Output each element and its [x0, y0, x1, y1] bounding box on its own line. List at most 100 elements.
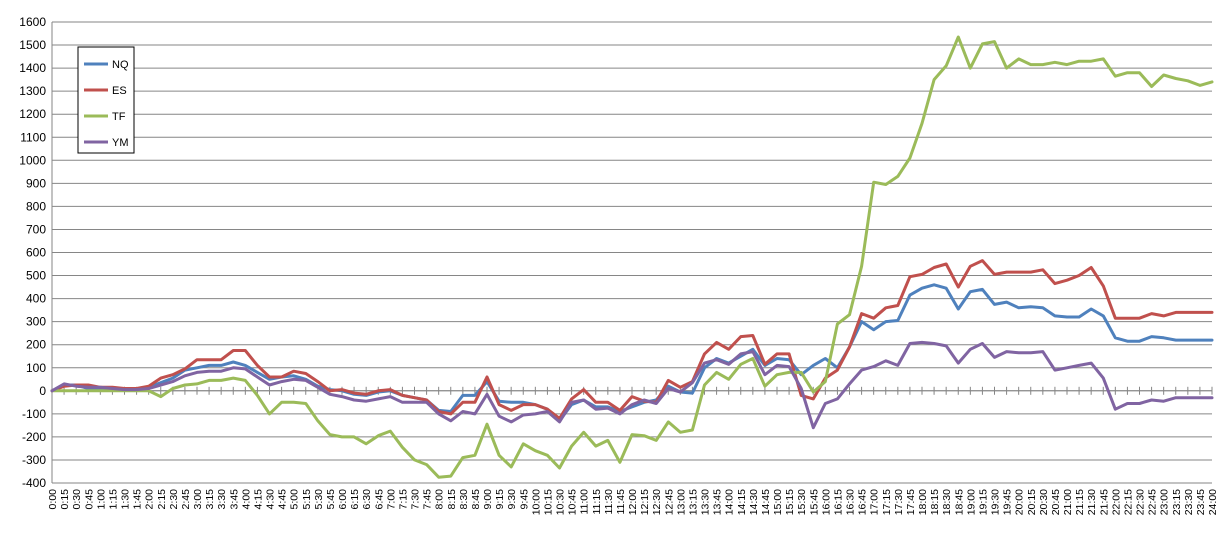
- x-tick-label: 9:30: [506, 489, 518, 510]
- x-tick-label: 20:15: [1026, 489, 1038, 515]
- x-tick-label: 11:30: [603, 489, 615, 515]
- x-tick-label: 20:45: [1050, 489, 1062, 515]
- x-tick-label: 1:45: [132, 489, 144, 510]
- x-tick-label: 20:00: [1014, 489, 1026, 515]
- x-tick-label: 23:45: [1195, 489, 1207, 515]
- series-line-nq: [50, 283, 1214, 423]
- y-tick-label: 500: [26, 269, 46, 283]
- x-tick-label: 3:30: [216, 489, 228, 510]
- x-tick-label: 19:45: [1002, 489, 1014, 515]
- series-line-tf: [50, 35, 1214, 479]
- x-tick-label: 3:15: [204, 489, 216, 510]
- x-tick-label: 18:45: [953, 489, 965, 515]
- x-tick-label: 8:15: [446, 489, 458, 510]
- x-tick-label: 2:30: [168, 489, 180, 510]
- x-tick-label: 23:15: [1171, 489, 1183, 515]
- x-tick-label: 15:30: [796, 489, 808, 515]
- x-tick-label: 4:00: [240, 489, 252, 510]
- y-tick-label: -100: [22, 407, 46, 421]
- x-tick-label: 14:45: [760, 489, 772, 515]
- x-tick-label: 2:15: [156, 489, 168, 510]
- x-tick-label: 16:45: [857, 489, 869, 515]
- x-tick-label: 0:30: [71, 489, 83, 510]
- x-tick-label: 5:15: [301, 489, 313, 510]
- x-axis: 0:00 0:15 0:30 0:45 1:00 1:15 1:30 1:45 2:00 2:15…: [47, 386, 1219, 515]
- x-tick-label: 23:00: [1159, 489, 1171, 515]
- x-tick-label: 21:45: [1098, 489, 1110, 515]
- x-tick-label: 8:00: [434, 489, 446, 510]
- x-tick-label: 9:45: [518, 489, 530, 510]
- x-tick-label: 22:00: [1110, 489, 1122, 515]
- y-tick-label: -200: [22, 430, 46, 444]
- x-tick-label: 16:30: [845, 489, 857, 515]
- x-tick-label: 16:00: [820, 489, 832, 515]
- y-tick-label: 0: [39, 384, 46, 398]
- x-tick-label: 14:00: [724, 489, 736, 515]
- x-tick-label: 7:15: [397, 489, 409, 510]
- x-tick-label: 9:00: [482, 489, 494, 510]
- x-tick-label: 21:00: [1062, 489, 1074, 515]
- y-tick-label: 700: [26, 222, 46, 236]
- x-tick-label: 10:45: [567, 489, 579, 515]
- x-tick-label: 12:00: [627, 489, 639, 515]
- x-tick-label: 17:45: [905, 489, 917, 515]
- plot-area: [50, 35, 1214, 479]
- x-tick-label: 18:00: [917, 489, 929, 515]
- x-tick-label: 14:30: [748, 489, 760, 515]
- y-tick-label: 800: [26, 199, 46, 213]
- x-tick-label: 2:00: [144, 489, 156, 510]
- y-tick-label: -400: [22, 476, 46, 490]
- y-tick-label: 1000: [19, 153, 46, 167]
- x-tick-label: 4:15: [252, 489, 264, 510]
- x-tick-label: 19:00: [965, 489, 977, 515]
- y-tick-label: 1200: [19, 107, 46, 121]
- x-tick-label: 1:15: [107, 489, 119, 510]
- x-tick-label: 21:30: [1086, 489, 1098, 515]
- x-tick-label: 1:30: [120, 489, 132, 510]
- y-tick-label: 600: [26, 246, 46, 260]
- x-tick-label: 12:45: [663, 489, 675, 515]
- series-line-es: [50, 259, 1214, 420]
- x-tick-label: 5:00: [289, 489, 301, 510]
- x-tick-label: 7:30: [410, 489, 422, 510]
- gridlines: [52, 21, 1212, 484]
- x-tick-label: 17:15: [881, 489, 893, 515]
- x-tick-label: 0:00: [47, 489, 59, 510]
- x-tick-label: 10:15: [542, 489, 554, 515]
- x-tick-label: 9:15: [494, 489, 506, 510]
- y-tick-label: 100: [26, 361, 46, 375]
- legend-label-es: ES: [112, 85, 127, 97]
- x-tick-label: 0:45: [83, 489, 95, 510]
- x-tick-label: 23:30: [1183, 489, 1195, 515]
- y-tick-label: 200: [26, 338, 46, 352]
- x-tick-label: 11:45: [615, 489, 627, 515]
- x-tick-label: 17:00: [869, 489, 881, 515]
- x-tick-label: 8:30: [458, 489, 470, 510]
- x-tick-label: 15:15: [784, 489, 796, 515]
- x-tick-label: 13:45: [712, 489, 724, 515]
- series-line-ym: [50, 340, 1214, 430]
- x-tick-label: 19:30: [990, 489, 1002, 515]
- x-tick-label: 11:00: [579, 489, 591, 515]
- x-tick-label: 1:00: [95, 489, 107, 510]
- y-axis: -400 -300 -200 -100 0 100 200 300 400 500 600 700 80…: [19, 15, 53, 490]
- x-tick-label: 5:30: [313, 489, 325, 510]
- x-tick-label: 18:15: [929, 489, 941, 515]
- x-tick-label: 6:15: [349, 489, 361, 510]
- x-tick-label: 21:15: [1074, 489, 1086, 515]
- x-tick-label: 2:45: [180, 489, 192, 510]
- x-tick-label: 7:45: [422, 489, 434, 510]
- legend-label-tf: TF: [112, 111, 126, 123]
- x-tick-label: 13:30: [700, 489, 712, 515]
- x-tick-label: 7:00: [385, 489, 397, 510]
- x-tick-label: 14:15: [736, 489, 748, 515]
- x-tick-label: 6:45: [373, 489, 385, 510]
- x-tick-label: 18:30: [941, 489, 953, 515]
- legend-label-nq: NQ: [112, 59, 129, 71]
- y-tick-label: 400: [26, 292, 46, 306]
- x-tick-label: 10:00: [530, 489, 542, 515]
- y-tick-label: 1600: [19, 15, 46, 29]
- y-tick-label: 1100: [20, 130, 46, 144]
- legend: NQ ES TF YM: [77, 46, 135, 154]
